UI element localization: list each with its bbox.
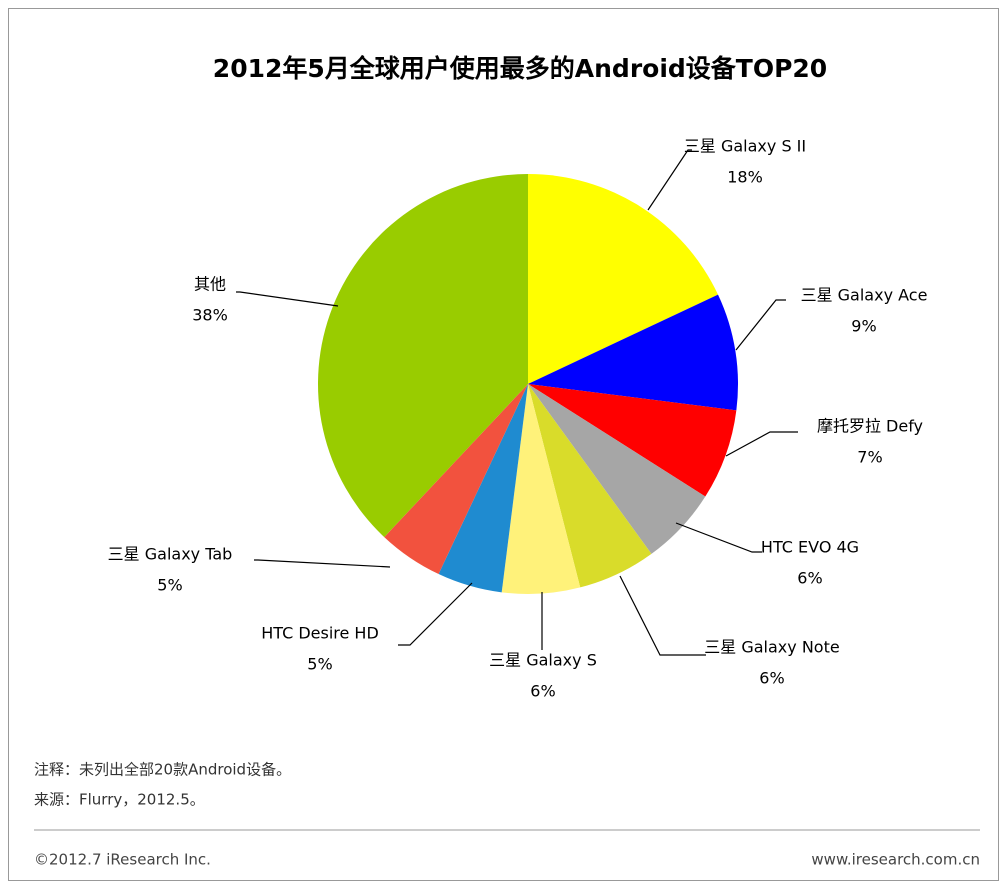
pie-slice: [438, 384, 528, 593]
copyright: ©2012.7 iResearch Inc.: [34, 851, 211, 869]
pie-slice: [528, 174, 719, 384]
leader-line: [735, 299, 786, 351]
slice-label: 三星 Galaxy S: [489, 651, 597, 670]
value-label: 5%: [307, 655, 332, 674]
value-label: 9%: [851, 317, 876, 336]
chart-title: 2012年5月全球用户使用最多的Android设备TOP20: [213, 54, 827, 83]
value-label: 18%: [727, 168, 763, 187]
slice-label: 其他: [194, 275, 226, 294]
leader-line: [236, 291, 339, 307]
value-label: 6%: [759, 669, 784, 688]
slice-label: 三星 Galaxy Tab: [108, 545, 233, 564]
value-label: 7%: [857, 448, 882, 467]
pie-slice: [317, 174, 528, 538]
pie-slice: [384, 384, 528, 575]
value-label: 38%: [192, 306, 228, 325]
pie-slice: [501, 384, 581, 595]
pie-slice: [528, 384, 737, 497]
slice-label: 三星 Galaxy Ace: [801, 286, 928, 305]
leader-line: [647, 149, 692, 211]
website: www.iresearch.com.cn: [811, 851, 980, 869]
leader-line: [398, 582, 473, 646]
note: 注释：未列出全部20款Android设备。: [34, 761, 291, 779]
slice-label: HTC Desire HD: [261, 624, 379, 643]
slice-label: 摩托罗拉 Defy: [817, 417, 923, 436]
value-label: 6%: [797, 569, 822, 588]
slice-label: HTC EVO 4G: [761, 538, 859, 557]
leader-line: [254, 559, 391, 568]
pie-slice: [528, 384, 652, 588]
value-label: 6%: [530, 682, 555, 701]
note: 来源：Flurry，2012.5。: [34, 791, 205, 809]
leader-line: [675, 522, 762, 553]
value-label: 5%: [157, 576, 182, 595]
leader-line: [619, 575, 706, 656]
leader-line: [725, 431, 798, 457]
slice-label: 三星 Galaxy Note: [704, 638, 839, 657]
pie-slice: [528, 294, 738, 411]
pie-slice: [528, 384, 706, 554]
slice-label: 三星 Galaxy S II: [684, 137, 806, 156]
